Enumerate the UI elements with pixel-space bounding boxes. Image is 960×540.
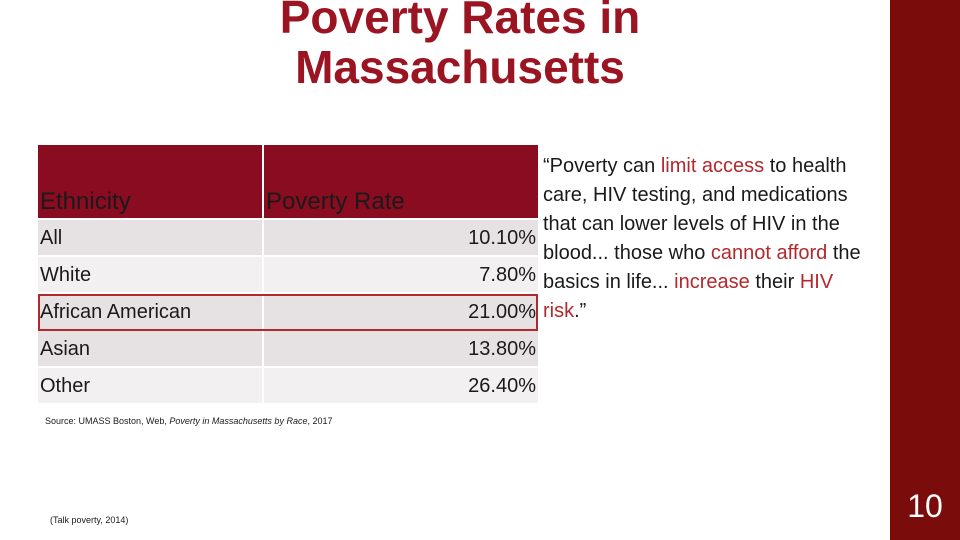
rate-cell: 10.10% <box>262 220 538 255</box>
quote-part: “Poverty can <box>543 155 661 177</box>
source-title: Poverty in Massachusetts by Race <box>169 416 308 426</box>
ethnicity-cell: All <box>40 227 63 249</box>
quote-text: “Poverty can limit access to health care… <box>543 152 863 326</box>
ethnicity-cell: Asian <box>40 338 91 360</box>
quote-emphasis: increase <box>674 271 750 293</box>
header-poverty-rate: Poverty Rate <box>262 145 538 218</box>
rate-cell: 7.80% <box>262 257 538 292</box>
ethnicity-cell: White <box>40 264 92 286</box>
table-row: Other 26.40% <box>38 368 538 405</box>
quote-part: their <box>749 271 800 293</box>
citation: (Talk poverty, 2014) <box>50 515 129 525</box>
title-line-1: Poverty Rates in <box>279 0 641 43</box>
quote-emphasis: cannot afford <box>710 242 828 264</box>
source-suffix: , 2017 <box>307 416 333 426</box>
quote-part: .” <box>574 300 587 322</box>
rate-cell: 13.80% <box>262 331 538 366</box>
ethnicity-cell: African American <box>40 301 192 323</box>
quote-emphasis: HIV risk <box>543 271 834 322</box>
quote-part: to health care, HIV testing, and medicat… <box>543 155 848 264</box>
slide-title: Poverty Rates in Massachusetts <box>150 0 770 92</box>
header-ethnicity: Ethnicity <box>40 188 131 215</box>
source-note: Source: UMASS Boston, Web, Poverty in Ma… <box>45 416 332 426</box>
rate-cell: 21.00% <box>262 294 538 329</box>
poverty-table: Ethnicity Poverty Rate All 10.10% White … <box>38 145 538 405</box>
title-line-2: Massachusetts <box>295 41 625 93</box>
table-row: White 7.80% <box>38 257 538 294</box>
table-header-row: Ethnicity Poverty Rate <box>38 145 538 220</box>
table-row: All 10.10% <box>38 220 538 257</box>
table-row-highlighted: African American 21.00% <box>38 294 538 331</box>
accent-sidebar <box>890 0 960 540</box>
quote-emphasis: limit access <box>660 155 765 177</box>
source-prefix: Source: UMASS Boston, Web, <box>45 416 170 426</box>
quote-part: the basics in life... <box>543 242 861 293</box>
rate-cell: 26.40% <box>262 368 538 403</box>
table-row: Asian 13.80% <box>38 331 538 368</box>
page-number: 10 <box>907 488 943 524</box>
ethnicity-cell: Other <box>40 375 91 397</box>
